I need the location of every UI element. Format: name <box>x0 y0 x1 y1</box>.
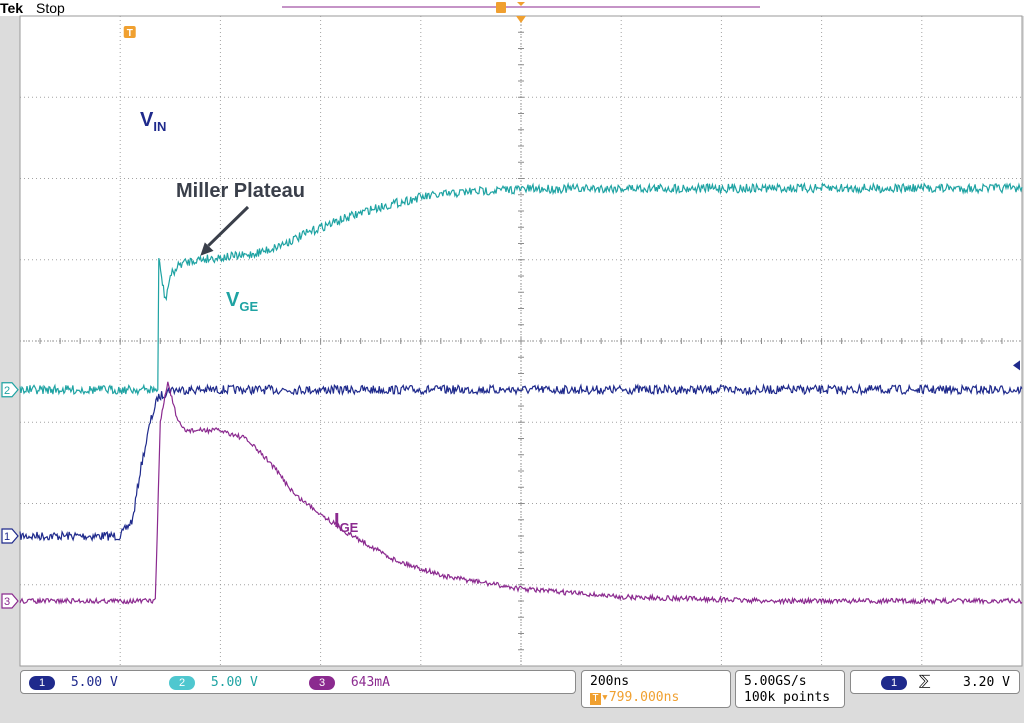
channel-readout-bar: 1 5.00 V 2 5.00 V 3 643mA <box>20 670 576 694</box>
trigger-position: T ▾799.000ns <box>590 690 679 705</box>
label-subscript: GE <box>340 520 359 535</box>
trigger-time-marker <box>123 26 136 38</box>
ch3-badge: 3 <box>309 675 335 690</box>
label-main: V <box>226 289 240 311</box>
ch2-scale: 5.00 V <box>210 675 258 690</box>
center-expansion-marker <box>516 16 526 23</box>
waveform-traces <box>19 181 1023 606</box>
annotation-miller-plateau: Miller Plateau <box>176 180 305 202</box>
trigger-level-arrow <box>1013 360 1020 371</box>
trigger-source-badge: 1 <box>881 675 907 690</box>
graticule <box>19 15 1023 667</box>
label-subscript: IN <box>153 119 166 134</box>
ch1-scale: 5.00 V <box>70 675 118 690</box>
trigger-readout[interactable]: 1 ⅀ 3.20 V <box>850 670 1020 694</box>
ch2-badge: 2 <box>169 675 195 690</box>
brand-logo: Tek <box>0 0 24 16</box>
label-vge: VGE <box>226 289 258 314</box>
label-main: V <box>140 109 154 131</box>
ch1-readout[interactable]: 1 5.00 V <box>29 675 118 690</box>
ch2-ground-marker <box>1 382 19 398</box>
sample-rate: 5.00GS/s <box>744 674 807 689</box>
timebase-value: 200ns <box>590 674 630 689</box>
ch2-readout[interactable]: 2 5.00 V <box>169 675 258 690</box>
label-subscript: GE <box>239 299 258 314</box>
trigger-position-icon: T <box>590 693 601 705</box>
top-center-marker <box>517 2 525 6</box>
trigger-slope-icon: ⅀ <box>919 673 931 689</box>
acquisition-status: Stop <box>36 0 65 16</box>
annotation-arrow-shaft <box>207 205 250 247</box>
trigger-time-label: T <box>127 28 133 39</box>
label-vin: VIN <box>140 109 166 134</box>
timebase-readout[interactable]: 200ns T ▾799.000ns <box>581 670 731 708</box>
trigger-level: 3.20 V <box>963 675 1010 690</box>
ch3-ground-marker <box>1 593 19 609</box>
top-bar: Tek Stop <box>0 0 1024 16</box>
ch1-marker-label: 1 <box>4 531 10 543</box>
label-main: I <box>334 510 340 532</box>
trace-vin <box>19 383 1023 542</box>
record-trigger-marker <box>496 2 506 13</box>
channel-markers: 1 2 3 T <box>1 2 1020 609</box>
ch3-scale: 643mA <box>350 675 390 690</box>
trigger-source: 1 <box>881 675 907 690</box>
acquisition-readout[interactable]: 5.00GS/s 100k points <box>735 670 845 708</box>
ch1-badge: 1 <box>29 675 55 690</box>
ch3-readout[interactable]: 3 643mA <box>309 675 390 690</box>
trigger-position-value: ▾799.000ns <box>601 690 680 705</box>
ch1-ground-marker <box>1 528 19 544</box>
record-length: 100k points <box>744 690 831 705</box>
annotation-arrow-head <box>200 242 214 256</box>
ch3-marker-label: 3 <box>4 596 10 608</box>
trace-ige <box>19 381 1023 606</box>
label-ige: IGE <box>334 510 359 535</box>
trace-vge <box>19 181 1023 397</box>
ch2-marker-label: 2 <box>4 385 10 397</box>
